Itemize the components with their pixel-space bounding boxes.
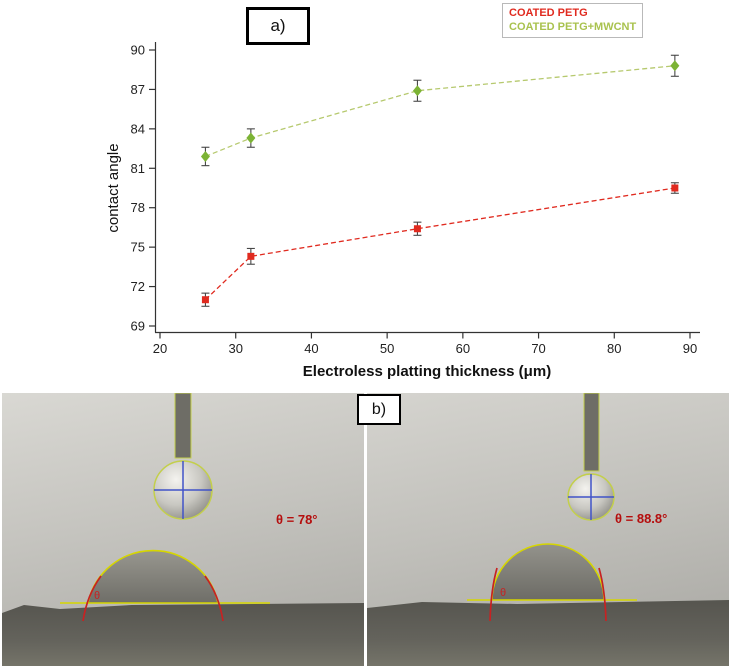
contact-angle-value: θ = 78° bbox=[276, 512, 318, 527]
panel-a-label-box: a) bbox=[246, 7, 310, 45]
series-coated-petg bbox=[201, 182, 679, 307]
y-axis-label: contact angle bbox=[105, 143, 122, 232]
svg-text:90: 90 bbox=[683, 341, 697, 356]
svg-text:30: 30 bbox=[228, 341, 242, 356]
goniometer-photo-right-svg: θ θ = 88.8° bbox=[367, 392, 729, 666]
sessile-droplet: θ bbox=[60, 549, 270, 622]
data-point-marker bbox=[670, 60, 680, 72]
y-ticks: 69 72 75 78 81 84 87 90 bbox=[131, 43, 155, 334]
svg-text:87: 87 bbox=[131, 82, 145, 97]
panel-b-label-box: b) bbox=[357, 394, 401, 425]
svg-text:72: 72 bbox=[131, 279, 145, 294]
data-point-marker bbox=[200, 150, 210, 162]
axes bbox=[154, 42, 700, 334]
goniometer-photo-left-svg: θ θ = 78° bbox=[2, 392, 364, 666]
data-point-marker bbox=[246, 132, 256, 144]
droplet-outline bbox=[491, 543, 605, 601]
svg-text:81: 81 bbox=[131, 161, 145, 176]
svg-text:78: 78 bbox=[131, 200, 145, 215]
svg-text:84: 84 bbox=[131, 121, 145, 136]
right-tangent-line bbox=[204, 575, 224, 622]
contact-angle-value: θ = 88.8° bbox=[615, 511, 667, 526]
theta-symbol: θ bbox=[94, 590, 100, 602]
left-tangent-line bbox=[489, 567, 498, 622]
calibration-ball bbox=[567, 473, 615, 521]
chart-legend: COATED PETG COATED PETG+MWCNT bbox=[502, 3, 644, 38]
svg-text:70: 70 bbox=[531, 341, 545, 356]
left-tangent-line bbox=[82, 575, 102, 622]
goniometer-photo-left: θ θ = 78° bbox=[2, 392, 364, 666]
data-point-marker bbox=[247, 252, 255, 260]
data-point-marker bbox=[201, 296, 209, 304]
svg-text:20: 20 bbox=[153, 341, 167, 356]
substrate bbox=[367, 600, 729, 666]
x-axis-label: Electroless platting thickness (μm) bbox=[303, 363, 551, 380]
right-tangent-line bbox=[598, 567, 607, 622]
svg-text:90: 90 bbox=[131, 43, 145, 58]
droplet-body bbox=[492, 544, 604, 600]
svg-text:69: 69 bbox=[131, 319, 145, 334]
data-point-marker bbox=[412, 85, 422, 97]
legend-item: COATED PETG bbox=[509, 7, 588, 19]
data-point-marker bbox=[413, 225, 421, 233]
calibration-ball bbox=[153, 460, 213, 520]
dispensing-needle bbox=[583, 392, 600, 472]
svg-text:80: 80 bbox=[607, 341, 621, 356]
svg-text:40: 40 bbox=[304, 341, 318, 356]
x-ticks: 20 30 40 50 60 70 80 90 bbox=[153, 332, 697, 356]
svg-text:50: 50 bbox=[380, 341, 394, 356]
chart-panel: 20 30 40 50 60 70 80 90 69 72 75 78 81 84 87 90 contact … bbox=[105, 3, 700, 380]
contact-angle-chart: 20 30 40 50 60 70 80 90 69 72 75 78 81 84 87 90 contact … bbox=[105, 42, 700, 380]
series-coated-petg-mwcnt bbox=[200, 54, 680, 167]
droplet-body bbox=[88, 550, 218, 603]
photos-panel: b) bbox=[0, 392, 731, 666]
sessile-droplet: θ bbox=[467, 543, 637, 622]
svg-text:75: 75 bbox=[131, 240, 145, 255]
data-point-marker bbox=[671, 184, 679, 192]
legend-item: COATED PETG+MWCNT bbox=[509, 21, 637, 33]
theta-symbol: θ bbox=[500, 587, 506, 599]
panel-b-label: b) bbox=[371, 400, 387, 418]
substrate bbox=[2, 603, 364, 666]
dispensing-needle bbox=[174, 392, 192, 459]
panel-a-label: a) bbox=[270, 16, 286, 35]
svg-text:60: 60 bbox=[456, 341, 470, 356]
goniometer-photo-right: θ θ = 88.8° bbox=[367, 392, 729, 666]
